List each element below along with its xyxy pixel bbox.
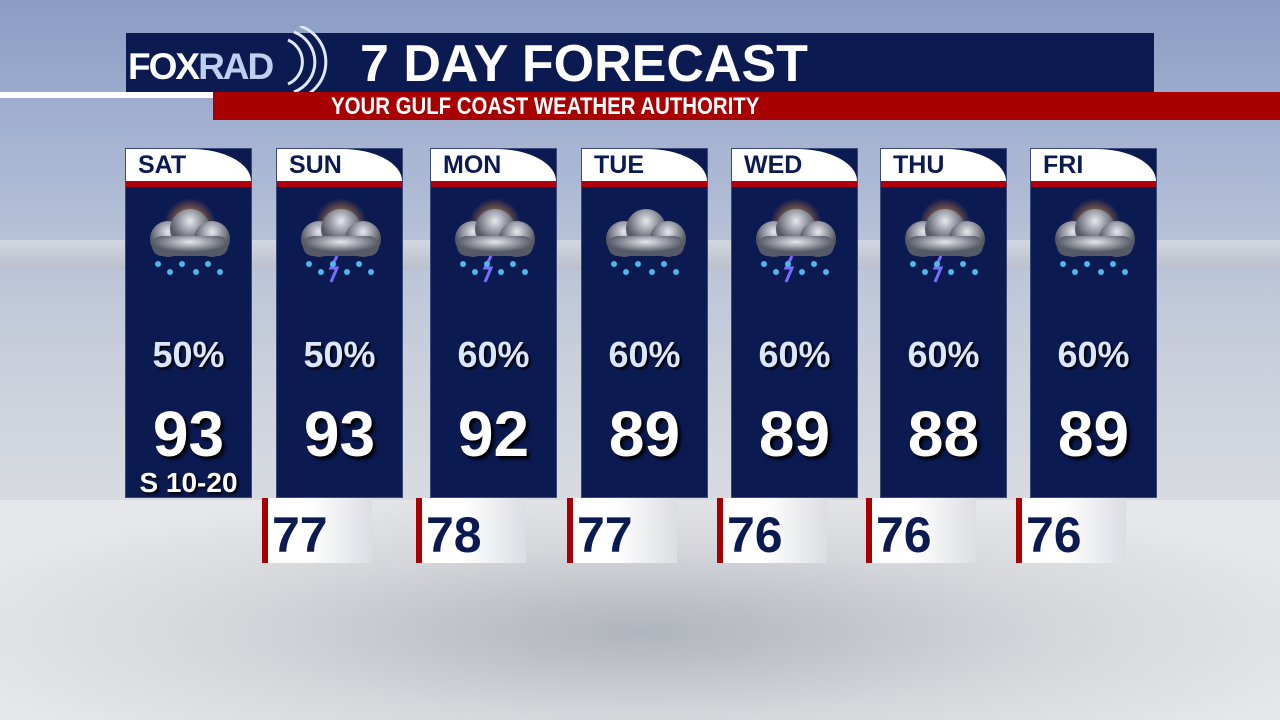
precip-chance: 50%	[152, 334, 225, 375]
day-label-tab: FRI	[1031, 149, 1156, 181]
high-temp: 88	[907, 398, 980, 470]
low-temp: 76	[727, 507, 783, 563]
low-temp-box: 78	[416, 498, 526, 563]
day-label-tab: THU	[881, 149, 1006, 181]
day-label-tab: SUN	[277, 149, 402, 181]
low-temp: 78	[426, 507, 482, 563]
low-temp-box: 77	[567, 498, 677, 563]
sun-cloud-storm-icon	[455, 198, 535, 283]
sun-cloud-storm-icon	[301, 198, 381, 283]
red-stripe	[1031, 181, 1156, 187]
day-column: WED 60% 89	[731, 148, 858, 498]
subtitle-bar: YOUR GULF COAST WEATHER AUTHORITY	[213, 92, 1280, 120]
low-temp: 76	[876, 507, 932, 563]
day-column: MON 60% 92	[430, 148, 557, 498]
day-name: MON	[443, 151, 502, 179]
low-temp: 76	[1026, 507, 1082, 563]
day-name: FRI	[1043, 151, 1084, 179]
low-temp-box: 76	[717, 498, 827, 563]
day-label-tab: TUE	[582, 149, 707, 181]
low-temp-box: 77	[262, 498, 372, 563]
high-temp: 89	[758, 398, 831, 470]
precip-chance: 60%	[608, 334, 681, 375]
foxrad-logo: FOXRAD	[128, 46, 274, 88]
divider	[0, 92, 213, 98]
day-name: WED	[744, 151, 803, 179]
precip-chance: 60%	[457, 334, 530, 375]
low-temp-box: 76	[866, 498, 976, 563]
low-temp: 77	[577, 507, 633, 563]
high-temp: 92	[457, 398, 530, 470]
high-temp: 89	[608, 398, 681, 470]
day-label-tab: SAT	[126, 149, 251, 181]
red-stripe	[126, 181, 251, 187]
day-name: TUE	[594, 151, 644, 179]
sun-cloud-storm-icon	[905, 198, 985, 283]
subtitle: YOUR GULF COAST WEATHER AUTHORITY	[331, 93, 760, 120]
day-column: SUN 50% 93	[276, 148, 403, 498]
precip-chance: 50%	[303, 334, 376, 375]
logo-rad: RAD	[198, 46, 274, 87]
high-temp: 89	[1057, 398, 1130, 470]
red-stripe	[431, 181, 556, 187]
red-stripe	[582, 181, 707, 187]
wind: S 10-20	[139, 467, 238, 498]
day-column: FRI 60% 89	[1030, 148, 1157, 498]
low-temp-box: 76	[1016, 498, 1126, 563]
sun-cloud-rain-icon	[150, 198, 230, 275]
sun-cloud-rain-icon	[1055, 198, 1135, 275]
page-title: 7 DAY FORECAST	[360, 35, 808, 93]
day-column: TUE 60% 89	[581, 148, 708, 498]
red-stripe	[277, 181, 402, 187]
precip-chance: 60%	[758, 334, 831, 375]
header-bar	[126, 33, 1154, 92]
day-name: THU	[893, 151, 945, 179]
day-name: SAT	[138, 151, 187, 179]
precip-chance: 60%	[907, 334, 980, 375]
day-label-tab: MON	[431, 149, 556, 181]
high-temp: 93	[152, 398, 225, 470]
radar-rings-icon	[287, 26, 328, 98]
red-stripe	[732, 181, 857, 187]
sun-cloud-storm-icon	[756, 198, 836, 283]
high-temp: 93	[303, 398, 376, 470]
precip-chance: 60%	[1057, 334, 1130, 375]
day-column: SAT 50% 93 S 10-20	[125, 148, 252, 498]
day-name: SUN	[289, 151, 342, 179]
red-stripe	[881, 181, 1006, 187]
cloud-rain-icon	[606, 209, 686, 275]
logo-fox: FOX	[128, 46, 200, 87]
day-label-tab: WED	[732, 149, 857, 181]
low-temp: 77	[272, 507, 328, 563]
day-column: THU 60% 88	[880, 148, 1007, 498]
